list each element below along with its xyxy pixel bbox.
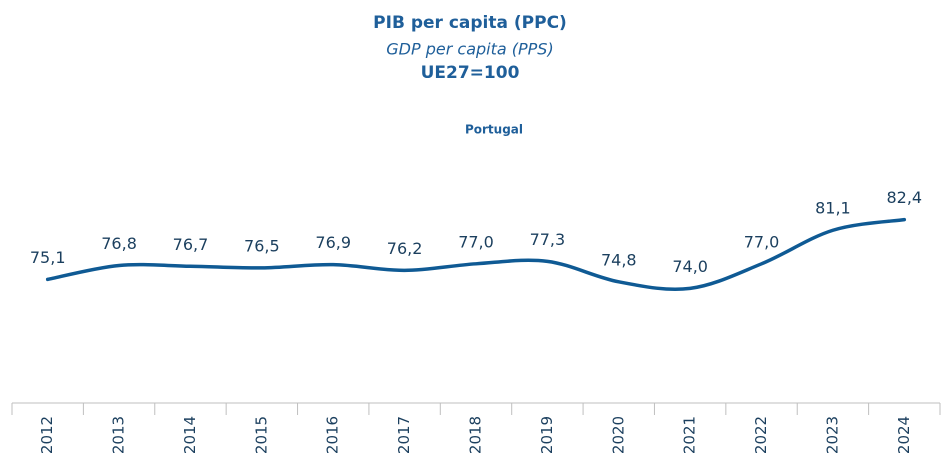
data-label: 81,1 [815, 199, 851, 218]
data-label: 74,8 [601, 250, 637, 269]
data-label: 76,2 [387, 239, 423, 258]
x-tick-label: 2024 [895, 416, 913, 454]
x-tick-label: 2019 [538, 416, 556, 454]
x-tick-label: 2012 [38, 416, 56, 454]
data-label: 75,1 [30, 248, 66, 267]
chart-subtitle: GDP per capita (PPS) [386, 40, 553, 59]
data-label: 77,3 [530, 230, 566, 249]
x-tick-label: 2020 [609, 416, 627, 454]
x-tick-label: 2014 [181, 416, 199, 454]
data-label: 77,0 [458, 232, 494, 251]
data-label: 77,0 [744, 232, 780, 251]
chart-title: PIB per capita (PPC) [373, 13, 567, 33]
data-label: 82,4 [886, 188, 922, 207]
x-tick-label: 2016 [324, 416, 342, 454]
data-label: 74,0 [672, 257, 708, 276]
data-label: 76,9 [315, 233, 351, 252]
data-label: 76,5 [244, 236, 280, 255]
x-tick-label: 2021 [681, 416, 699, 454]
x-tick-label: 2017 [395, 416, 413, 454]
x-tick-label: 2023 [823, 416, 841, 454]
data-label: 76,8 [101, 234, 137, 253]
line [45, 217, 907, 292]
unit-note: UE27=100 [421, 63, 520, 83]
x-tick-label: 2018 [467, 416, 485, 454]
series-title: Portugal [465, 123, 523, 137]
x-tick-label: 2022 [752, 416, 770, 454]
x-tick-label: 2015 [252, 416, 270, 454]
data-label: 76,7 [173, 235, 209, 254]
x-tick-label: 2013 [110, 416, 128, 454]
